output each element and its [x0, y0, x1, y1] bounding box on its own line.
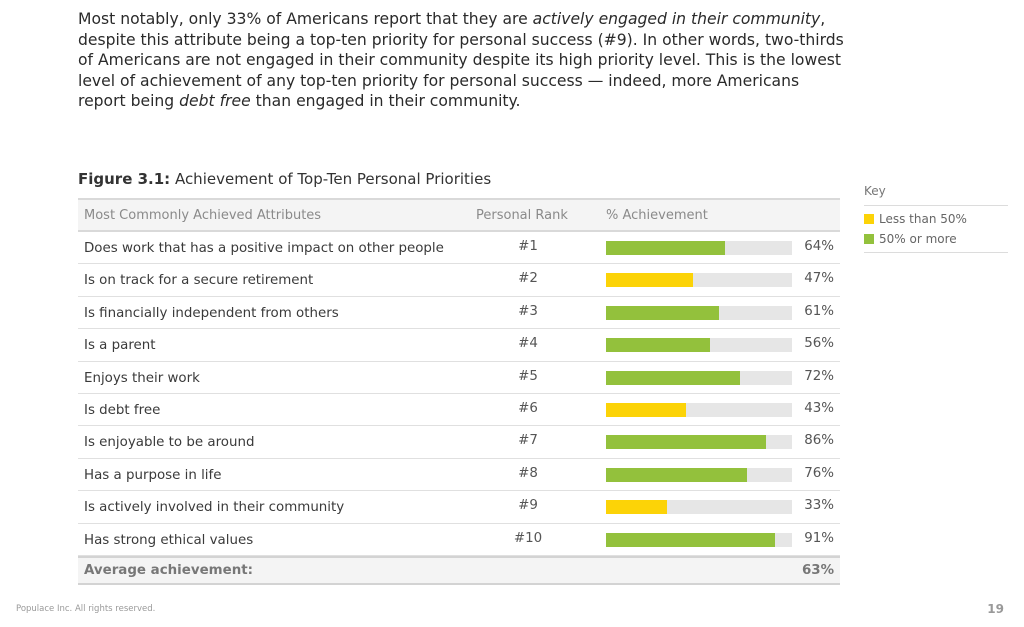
figure-title-text: Achievement of Top-Ten Personal Prioriti… [170, 170, 492, 188]
table-row: Is a parent #4 56% [78, 329, 840, 362]
bar [606, 435, 766, 450]
rank-label: #10 [513, 530, 543, 546]
table-row: Does work that has a positive impact on … [78, 232, 840, 265]
rank-label: #4 [518, 336, 538, 352]
table-row: Has a purpose in life #8 76% [78, 459, 840, 492]
legend-item-below: Less than 50% [864, 212, 1008, 226]
legend: Key Less than 50% 50% or more [864, 184, 1008, 253]
bar-track [606, 402, 792, 417]
bar-track [606, 273, 792, 288]
rank-label: #5 [518, 368, 538, 384]
rank-label: #1 [518, 239, 538, 254]
intro-paragraph: Most notably, only 33% of Americans repo… [78, 9, 848, 112]
achievement-table: Most Commonly Achieved Attributes Person… [78, 198, 840, 585]
table-header: Most Commonly Achieved Attributes Person… [78, 198, 840, 232]
table-row: Is actively involved in their community #… [78, 491, 840, 524]
legend-label: 50% or more [879, 232, 957, 246]
bar-track [606, 370, 792, 385]
bar-track [606, 338, 792, 353]
attribute-label: Is on track for a secure retirement [84, 273, 314, 289]
legend-swatch-green [864, 234, 874, 244]
rank-label: #9 [518, 498, 538, 514]
rank-label: #2 [518, 271, 538, 287]
bar [606, 338, 711, 353]
legend-label: Less than 50% [879, 212, 967, 226]
rank-label: #7 [518, 433, 538, 449]
attribute-label: Is debt free [84, 402, 161, 418]
intro-text-2: , despite this attribute being a top-ten… [78, 10, 844, 110]
intro-emphasis-2: debt free [179, 92, 251, 110]
bar-track [606, 241, 792, 255]
table-row: Has strong ethical values #10 91% [78, 524, 840, 556]
value-label: 72% [804, 368, 834, 384]
bar [606, 467, 748, 482]
value-label: 76% [804, 465, 834, 481]
table-row: Is on track for a secure retirement #2 47% [78, 264, 840, 297]
figure-label: Figure 3.1: [78, 170, 171, 188]
figure-title: Figure 3.1: Achievement of Top-Ten Perso… [78, 170, 491, 188]
attribute-label: Is financially independent from others [84, 305, 339, 321]
attribute-label: Has strong ethical values [84, 532, 254, 548]
bar [606, 532, 776, 547]
value-label: 33% [804, 498, 834, 514]
value-label: 86% [804, 433, 834, 449]
bar-track [606, 305, 792, 320]
value-label: 64% [804, 239, 834, 254]
attribute-label: Is actively involved in their community [84, 500, 345, 516]
legend-swatch-yellow [864, 214, 874, 224]
footer-copyright: Populace Inc. All rights reserved. [16, 604, 156, 614]
rank-label: #6 [518, 400, 538, 416]
column-header-rank: Personal Rank [476, 208, 568, 223]
bar [606, 500, 668, 515]
attribute-label: Is enjoyable to be around [84, 435, 255, 451]
rank-label: #3 [518, 303, 538, 319]
table-row: Is enjoyable to be around #7 86% [78, 426, 840, 459]
page-number: 19 [987, 602, 1004, 616]
bar [606, 305, 720, 320]
table-row: Is financially independent from others #3… [78, 297, 840, 330]
bar [606, 241, 726, 255]
average-row: Average achievement: 63% [78, 555, 840, 585]
bar [606, 370, 740, 385]
intro-text-1: Most notably, only 33% of Americans repo… [78, 10, 533, 28]
attribute-label: Is a parent [84, 338, 156, 354]
table-body: Does work that has a positive impact on … [78, 232, 840, 556]
bar [606, 402, 686, 417]
rank-label: #8 [518, 465, 538, 481]
value-label: 43% [804, 400, 834, 416]
column-header-achievement: % Achievement [606, 208, 708, 223]
legend-item-above: 50% or more [864, 232, 1008, 253]
table-row: Enjoys their work #5 72% [78, 362, 840, 394]
legend-title: Key [864, 184, 1008, 206]
value-label: 56% [804, 336, 834, 352]
bar-track [606, 532, 792, 547]
table-row: Is debt free #6 43% [78, 394, 840, 427]
bar-track [606, 500, 792, 515]
attribute-label: Enjoys their work [84, 370, 200, 386]
intro-text-3: than engaged in their community. [250, 92, 521, 110]
value-label: 61% [804, 303, 834, 319]
bar-track [606, 467, 792, 482]
intro-emphasis-1: actively engaged in their community [532, 10, 821, 28]
bar [606, 273, 694, 288]
average-label: Average achievement: [84, 562, 253, 578]
attribute-label: Has a purpose in life [84, 467, 222, 483]
value-label: 47% [804, 271, 834, 287]
bar-track [606, 435, 792, 450]
average-value: 63% [801, 562, 834, 578]
attribute-label: Does work that has a positive impact on … [84, 241, 444, 256]
column-header-attributes: Most Commonly Achieved Attributes [84, 208, 322, 223]
value-label: 91% [804, 530, 834, 546]
